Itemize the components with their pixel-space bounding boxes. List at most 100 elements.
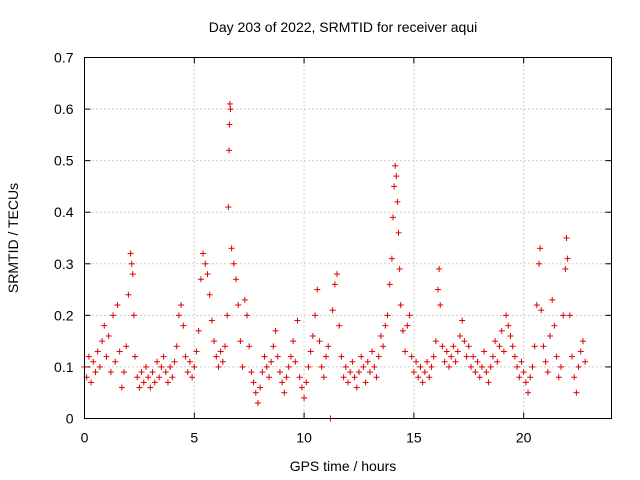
data-point [448,353,455,360]
data-point [285,363,292,370]
data-point [450,343,457,350]
data-point [421,369,428,376]
data-point [549,296,556,303]
data-point [151,379,158,386]
data-point [118,384,125,391]
x-tick-label: 0 [81,430,89,446]
data-point [568,353,575,360]
data-point [415,374,422,381]
data-point [492,338,499,345]
y-tick-label: 0.1 [54,359,74,375]
axis-tick-labels: 0 0.1 0.2 0.3 0.4 0.5 0.6 0.7 0 5 10 15 20 [54,50,532,446]
data-point [393,173,400,180]
data-point [342,363,349,370]
data-point [224,312,231,319]
data-point [516,374,523,381]
data-point [358,353,365,360]
data-point [547,332,554,339]
data-point [380,343,387,350]
data-point [320,374,327,381]
plot-frame [84,57,612,419]
data-point [520,369,527,376]
data-point [366,369,373,376]
data-point [542,358,549,365]
data-point [487,363,494,370]
data-point [395,229,402,236]
data-point [456,332,463,339]
data-point [206,291,213,298]
data-point [208,317,215,324]
data-point [531,343,538,350]
data-point [571,374,578,381]
data-point [204,271,211,278]
data-point [529,363,536,370]
data-point [509,343,516,350]
data-point [392,162,399,169]
data-point [500,348,507,355]
data-point [252,389,259,396]
data-point [536,260,543,267]
data-point [562,265,569,272]
x-tick-label: 20 [516,430,532,446]
data-point [127,250,134,257]
data-point [200,250,207,257]
data-point [173,343,180,350]
data-point [230,260,237,267]
data-point [110,312,117,319]
data-point [511,353,518,360]
data-point [336,322,343,329]
data-point [140,379,147,386]
data-point [88,379,95,386]
data-point [483,369,490,376]
data-point [116,348,123,355]
data-point [169,374,176,381]
data-point [175,312,182,319]
data-point [396,265,403,272]
data-point [551,322,558,329]
data-point [268,358,275,365]
data-point [274,353,281,360]
data-point [222,343,229,350]
data-point [364,358,371,365]
data-point [312,312,319,319]
data-point [125,291,132,298]
data-point [461,338,468,345]
data-point [430,353,437,360]
data-point [128,260,135,267]
data-point [463,353,470,360]
data-point [375,353,382,360]
data-point [522,379,529,386]
data-point [197,276,204,283]
data-point [555,374,562,381]
data-point [307,348,314,355]
data-point [360,363,367,370]
data-point [557,363,564,370]
data-point [121,369,128,376]
data-point [164,379,171,386]
data-point [478,363,485,370]
data-point [435,286,442,293]
data-point [153,358,160,365]
data-point [129,271,136,278]
data-point [566,312,573,319]
data-point [377,332,384,339]
data-point [225,147,232,154]
data-point [476,374,483,381]
y-axis-label: SRMTID / TECUs [5,183,21,293]
x-tick-label: 15 [406,430,422,446]
data-point [518,358,525,365]
data-point [353,384,360,391]
data-point [138,369,145,376]
data-point [134,374,141,381]
data-point [388,255,395,262]
data-point [171,358,178,365]
y-tick-label: 0 [66,411,74,427]
data-point [362,379,369,386]
data-point [298,384,305,391]
data-point [443,348,450,355]
data-point [290,338,297,345]
data-point [225,204,232,211]
data-point [503,312,510,319]
data-point [408,353,415,360]
